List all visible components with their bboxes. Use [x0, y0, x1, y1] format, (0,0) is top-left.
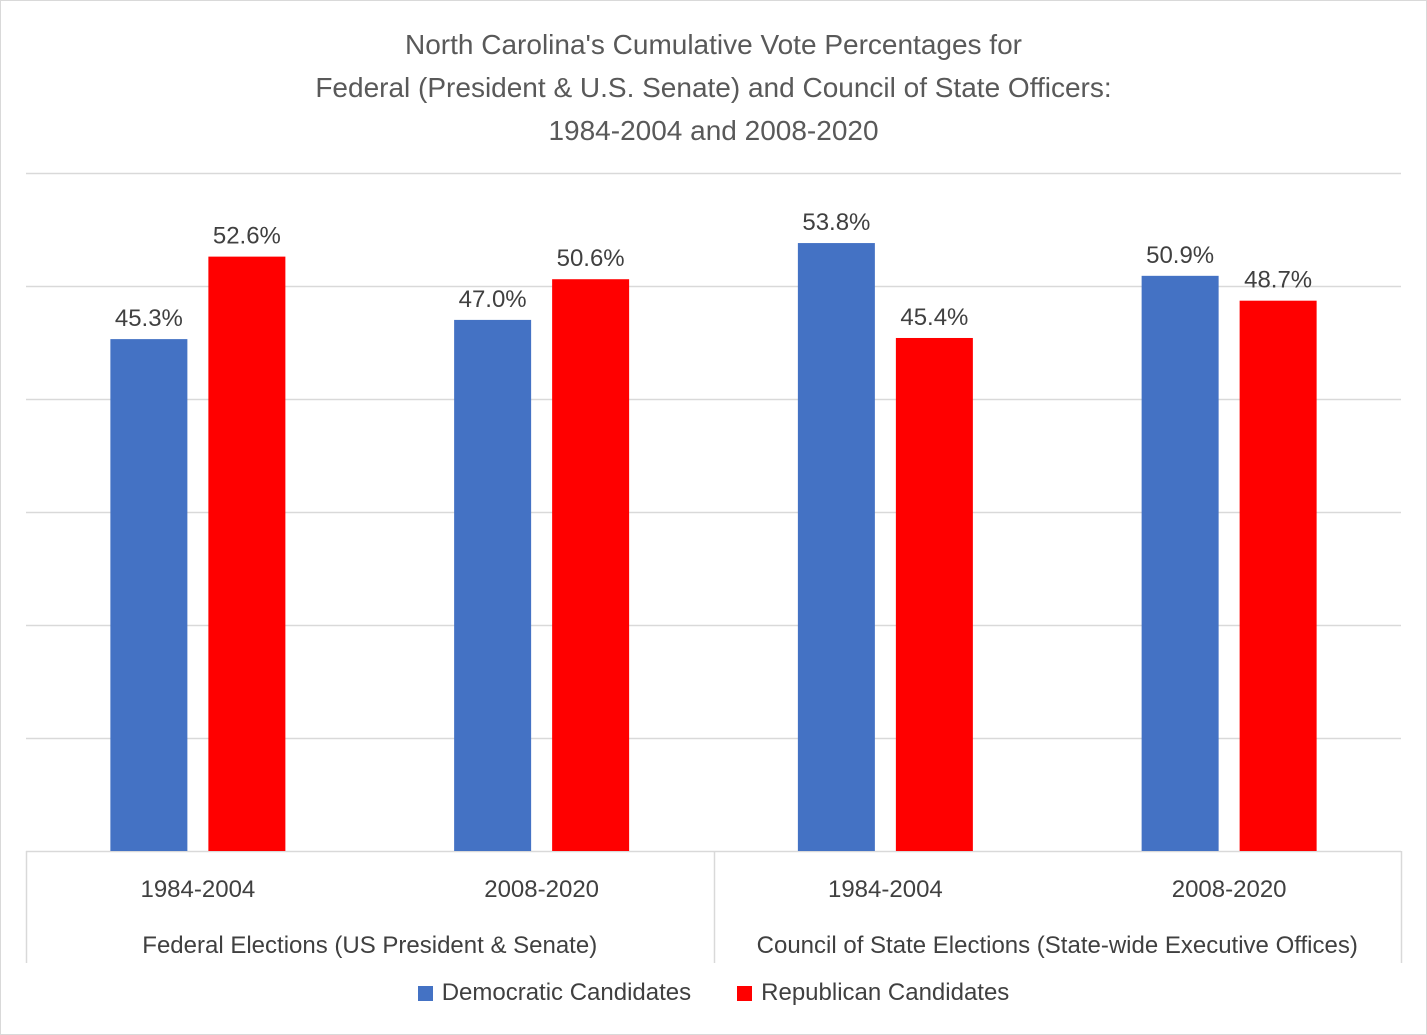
legend: Democratic Candidates Republican Candida… — [1, 979, 1426, 1007]
bar — [110, 339, 188, 851]
data-label: 53.8% — [802, 209, 870, 236]
bar — [552, 279, 630, 852]
legend-label-democratic: Democratic Candidates — [441, 979, 692, 1006]
data-label: 52.6% — [213, 223, 281, 250]
x-tick-label: 1984-2004 — [140, 876, 255, 903]
x-group-label: Federal Elections (US President & Senate… — [142, 932, 597, 959]
data-label: 47.0% — [459, 286, 527, 313]
data-label: 45.3% — [115, 305, 183, 332]
chart-title-line-3: 1984-2004 and 2008-2020 — [548, 115, 879, 146]
data-label: 48.7% — [1244, 267, 1312, 294]
legend-label-republican: Republican Candidates — [761, 979, 1010, 1006]
data-label: 50.9% — [1146, 242, 1214, 269]
bar — [1239, 300, 1317, 851]
legend-entry-republican: Republican Candidates — [737, 979, 1009, 1007]
data-label: 45.4% — [900, 304, 968, 331]
bar — [208, 256, 286, 851]
bar — [454, 319, 532, 851]
bar — [1141, 275, 1219, 852]
x-group-label: Council of State Elections (State-wide E… — [757, 932, 1358, 959]
chart-title-line-1: North Carolina's Cumulative Vote Percent… — [405, 29, 1022, 60]
x-tick-label: 1984-2004 — [828, 876, 943, 903]
legend-entry-democratic: Democratic Candidates — [417, 979, 692, 1007]
legend-swatch-republican — [737, 985, 753, 1001]
bar — [895, 337, 973, 852]
chart-title-line-2: Federal (President & U.S. Senate) and Co… — [315, 72, 1112, 103]
chart-title: North Carolina's Cumulative Vote Percent… — [1, 23, 1426, 152]
bar — [797, 243, 875, 851]
legend-swatch-democratic — [417, 985, 433, 1001]
x-tick-label: 2008-2020 — [484, 876, 599, 903]
x-tick-label: 2008-2020 — [1172, 876, 1287, 903]
data-label: 50.6% — [557, 245, 625, 272]
